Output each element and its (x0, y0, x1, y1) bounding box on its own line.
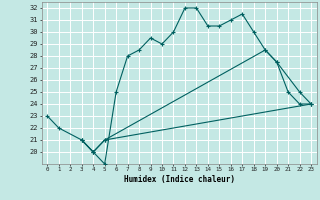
X-axis label: Humidex (Indice chaleur): Humidex (Indice chaleur) (124, 175, 235, 184)
